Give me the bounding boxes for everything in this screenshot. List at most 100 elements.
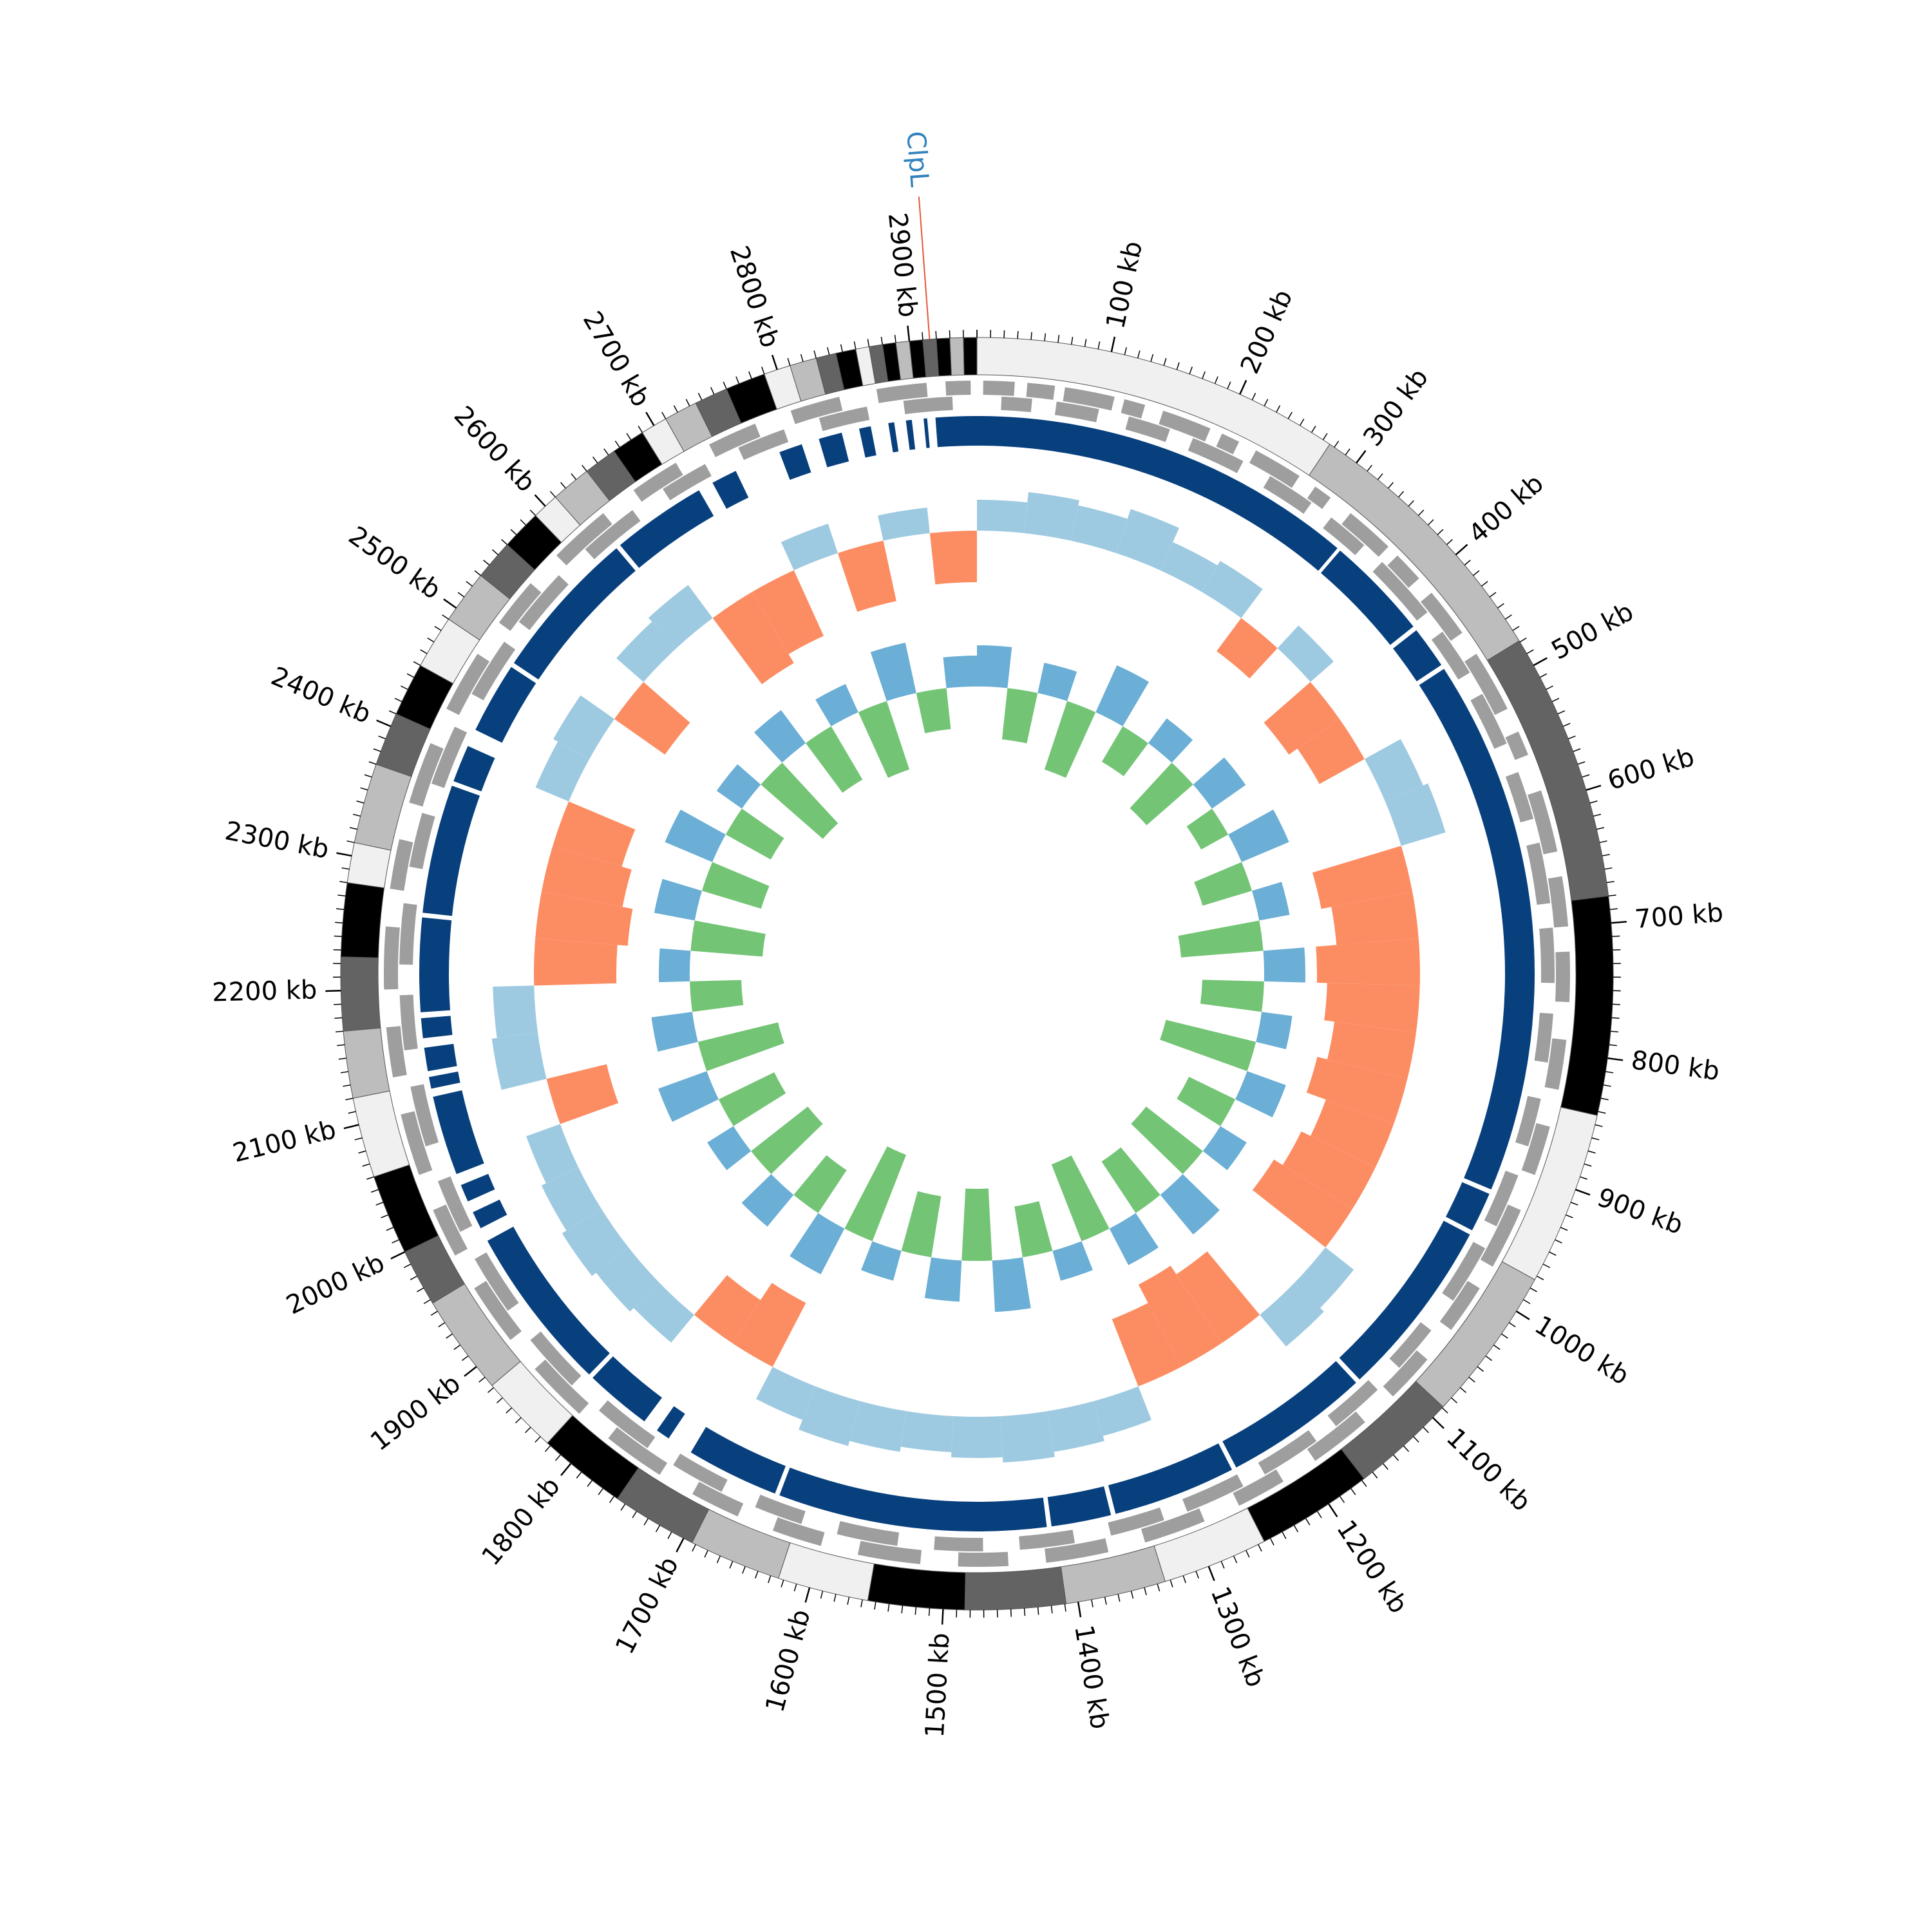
minor-tick	[457, 592, 465, 598]
minor-tick	[1264, 399, 1269, 406]
minor-tick	[394, 697, 402, 703]
major-tick	[771, 354, 778, 370]
minor-tick	[632, 1511, 638, 1519]
track-bar	[1051, 1155, 1110, 1242]
minor-tick	[1124, 347, 1127, 355]
homology-block	[424, 1043, 457, 1072]
gene	[1480, 1204, 1521, 1267]
minor-tick	[410, 1275, 418, 1280]
minor-tick	[1593, 813, 1602, 817]
gene	[1125, 416, 1170, 442]
track-bar	[992, 1257, 1031, 1312]
track-bar	[1186, 808, 1229, 850]
minor-tick	[434, 625, 442, 631]
track-bar	[1306, 1057, 1408, 1124]
gene	[1505, 772, 1534, 823]
minor-tick	[1598, 1111, 1606, 1114]
track-bar	[752, 570, 824, 654]
minor-tick	[453, 1344, 461, 1350]
minor-tick	[1403, 1445, 1410, 1452]
homology-block	[453, 746, 495, 791]
minor-tick	[800, 354, 804, 362]
minor-tick	[1549, 1251, 1557, 1256]
minor-tick	[1437, 529, 1444, 535]
minor-tick	[1037, 1607, 1039, 1615]
track-bar	[1160, 1174, 1220, 1235]
track-bar	[614, 681, 690, 755]
track-bar	[1131, 1106, 1203, 1175]
minor-tick	[1512, 625, 1520, 631]
homology-block	[1108, 1443, 1233, 1514]
minor-tick	[1519, 637, 1527, 643]
track-bar	[878, 507, 930, 541]
tick-label: 400 kb	[1463, 469, 1549, 549]
minor-tick	[1030, 332, 1032, 340]
minor-tick	[560, 482, 566, 489]
minor-tick	[1600, 1097, 1609, 1101]
gene	[1544, 1038, 1567, 1090]
gene	[1470, 694, 1507, 749]
gene	[1054, 401, 1099, 422]
minor-tick	[1596, 827, 1605, 830]
track-bar	[1260, 1282, 1324, 1347]
track-bar	[858, 701, 910, 778]
minor-tick	[1091, 1599, 1094, 1607]
minor-tick	[1220, 1561, 1225, 1569]
minor-tick	[1468, 1376, 1475, 1383]
minor-tick	[1003, 330, 1005, 338]
minor-tick	[1567, 735, 1576, 740]
gene	[983, 381, 1015, 396]
homology-block	[422, 785, 480, 916]
tick-label: 2600 kb	[448, 401, 541, 498]
minor-tick	[1233, 1555, 1238, 1564]
track-bar	[755, 1367, 816, 1420]
track-bar	[716, 764, 761, 809]
minor-tick	[1245, 1549, 1250, 1558]
minor-tick	[1606, 880, 1615, 884]
major-tick	[907, 325, 911, 341]
minor-tick	[1311, 426, 1316, 433]
minor-tick	[346, 840, 355, 844]
track-bar	[541, 1167, 601, 1231]
gene	[446, 654, 490, 715]
gene	[1307, 1411, 1365, 1461]
minor-tick	[1493, 1344, 1501, 1350]
minor-tick	[716, 1555, 721, 1564]
minor-tick	[655, 1525, 661, 1533]
gene	[475, 1252, 519, 1311]
minor-tick	[334, 1003, 342, 1005]
track-bar	[1256, 1012, 1293, 1050]
tick-label: 2800 kb	[724, 242, 785, 351]
minor-tick	[364, 774, 372, 778]
minor-tick	[1413, 1436, 1419, 1443]
minor-tick	[358, 1150, 366, 1154]
gene	[530, 1331, 582, 1386]
minor-tick	[442, 614, 450, 620]
track-bar	[1109, 1213, 1159, 1265]
minor-tick	[1372, 1472, 1378, 1479]
minor-tick	[1010, 1609, 1012, 1617]
track-bar	[961, 1188, 992, 1262]
gene	[1121, 399, 1146, 419]
gene	[535, 1359, 589, 1414]
ideogram-band	[1153, 1508, 1265, 1582]
track-bar	[1112, 1303, 1182, 1387]
gene	[390, 838, 413, 891]
homology-block	[460, 1173, 495, 1202]
track-bar	[1044, 701, 1096, 778]
track-bar	[741, 1174, 794, 1227]
gene	[945, 381, 971, 396]
gene	[857, 1540, 922, 1564]
minor-tick	[1316, 1511, 1322, 1519]
minor-tick	[614, 440, 620, 448]
minor-tick	[571, 473, 577, 480]
ideogram-band	[936, 337, 952, 377]
tick-label: 600 kb	[1604, 742, 1698, 796]
minor-tick	[880, 336, 883, 345]
track-bar	[1014, 1201, 1053, 1258]
tick-label: 1100 kb	[1441, 1423, 1537, 1517]
minor-tick	[1377, 473, 1383, 480]
minor-tick	[544, 1445, 551, 1452]
minor-tick	[1573, 748, 1581, 752]
minor-tick	[833, 1594, 837, 1602]
